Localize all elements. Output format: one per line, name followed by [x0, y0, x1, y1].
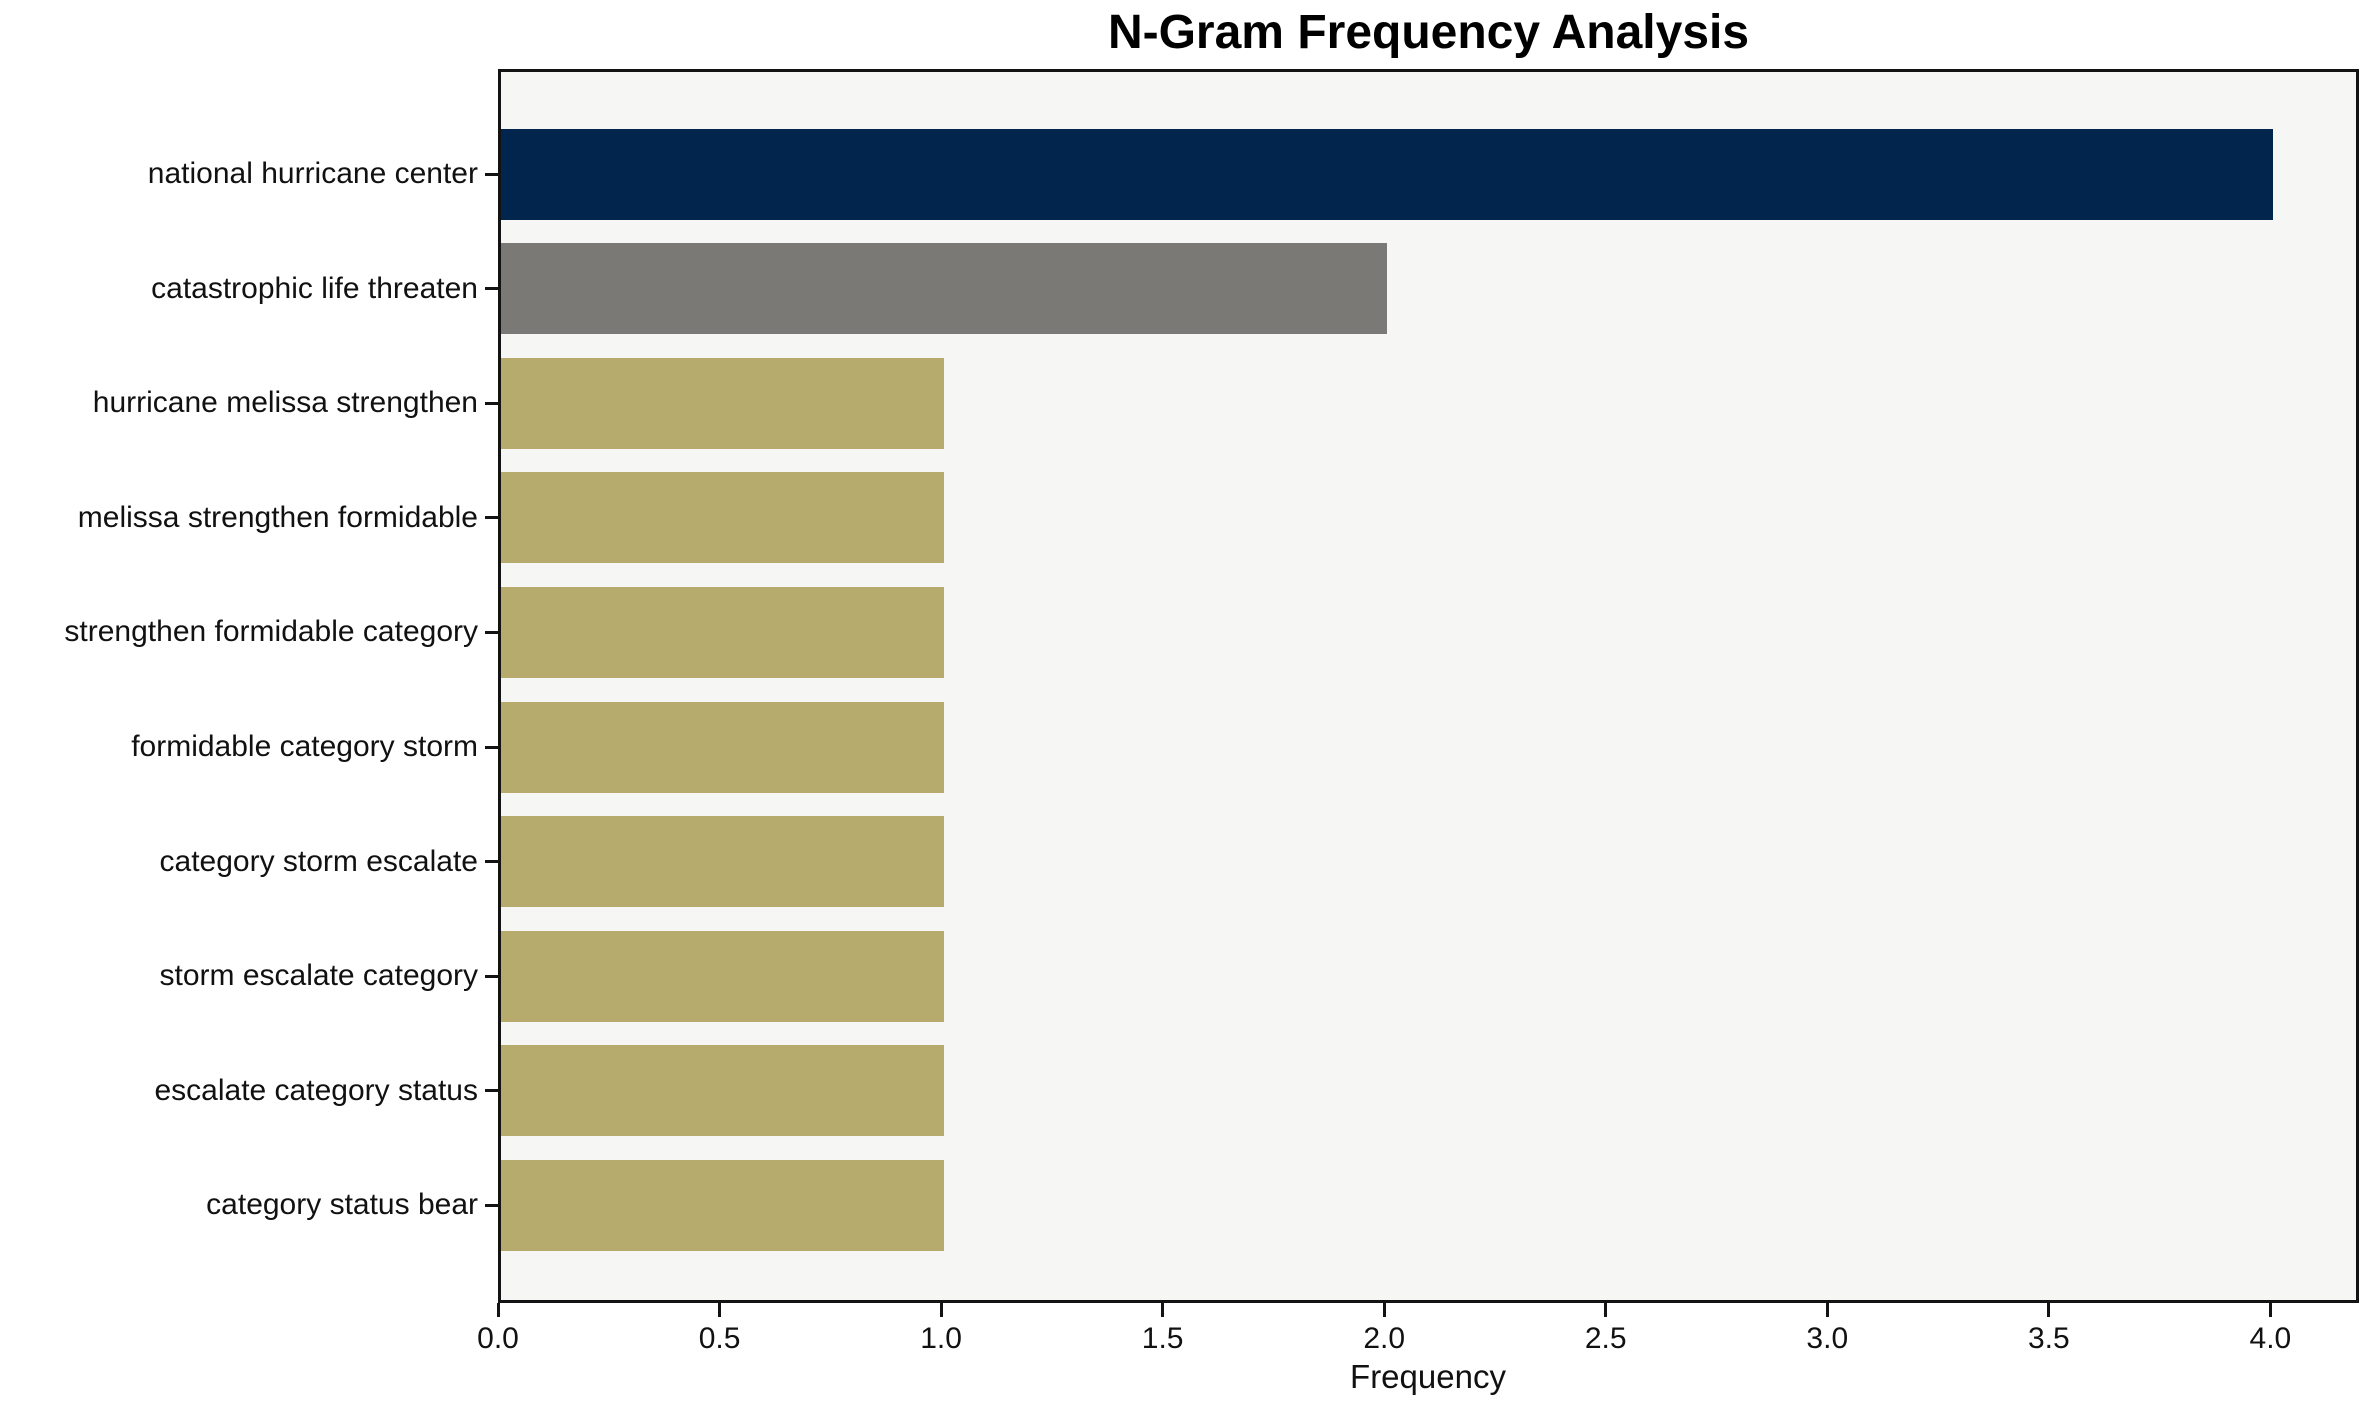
y-tick-label: category storm escalate [159, 844, 478, 878]
bar [501, 1159, 944, 1251]
x-tick-label: 0.5 [698, 1322, 741, 1355]
plot-area [498, 69, 2359, 1303]
x-tick-mark [2268, 1303, 2272, 1317]
y-tick-mark [485, 745, 498, 749]
bar [501, 472, 944, 564]
y-tick-label: strengthen formidable category [64, 615, 478, 649]
y-tick-mark [485, 1203, 498, 1207]
y-tick-mark [485, 287, 498, 291]
x-tick-mark [2047, 1303, 2051, 1317]
bar [501, 930, 944, 1022]
x-tick-label: 3.0 [1806, 1322, 1849, 1355]
y-tick-label: melissa strengthen formidable [77, 500, 478, 534]
chart-title: N-Gram Frequency Analysis [1107, 6, 1750, 59]
x-tick-label: 4.0 [2249, 1322, 2292, 1355]
y-tick-label: catastrophic life threaten [151, 271, 478, 305]
y-tick-label: formidable category storm [131, 730, 478, 763]
y-tick-mark [485, 1089, 498, 1093]
y-tick-mark [485, 172, 498, 176]
bar [501, 243, 1387, 335]
y-tick-mark [485, 974, 498, 978]
x-tick-mark [939, 1303, 943, 1317]
x-tick-label: 2.5 [1584, 1322, 1627, 1355]
y-tick-label: national hurricane center [147, 157, 478, 190]
x-tick-mark [1161, 1303, 1165, 1317]
y-tick-label: category status bear [206, 1188, 478, 1222]
x-tick-mark [1604, 1303, 1608, 1317]
y-tick-mark [485, 401, 498, 405]
y-tick-label: hurricane melissa strengthen [92, 386, 478, 420]
y-tick-label: storm escalate category [159, 959, 478, 993]
bar [501, 357, 944, 449]
y-tick-mark [485, 860, 498, 864]
bar [501, 586, 944, 678]
x-tick-label: 2.0 [1363, 1322, 1406, 1355]
y-tick-mark [485, 516, 498, 520]
x-tick-label: 3.5 [2027, 1322, 2070, 1355]
x-tick-mark [496, 1303, 500, 1317]
x-tick-mark [1382, 1303, 1386, 1317]
x-tick-mark [718, 1303, 722, 1317]
bar [501, 701, 944, 793]
x-axis-label: Frequency [1350, 1358, 1506, 1395]
y-tick-label: escalate category status [154, 1073, 478, 1107]
x-tick-label: 1.0 [920, 1322, 962, 1355]
x-tick-mark [1825, 1303, 1829, 1317]
x-tick-label: 1.5 [1141, 1322, 1184, 1355]
bar [501, 128, 2273, 220]
y-tick-mark [485, 630, 498, 634]
x-tick-label: 0.0 [477, 1322, 519, 1355]
bar [501, 816, 944, 908]
bar [501, 1045, 944, 1137]
